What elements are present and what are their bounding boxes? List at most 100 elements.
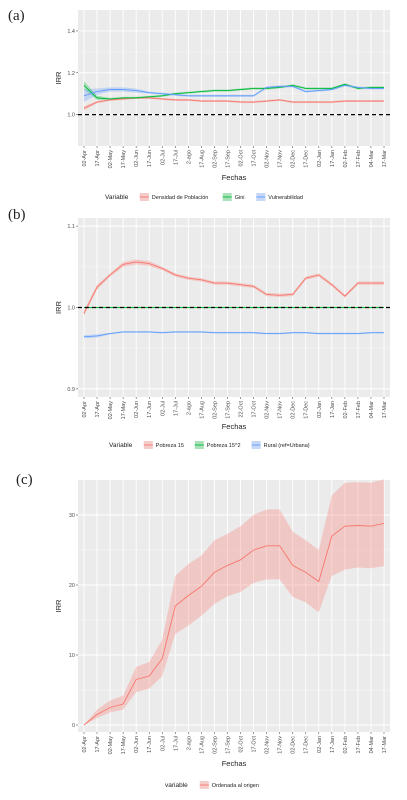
x-tick-label: 17-Feb (356, 150, 362, 167)
x-tick-label: 17-Nov (278, 736, 284, 754)
x-tick-label: 02-Dec (291, 150, 297, 168)
legend-title: Variable (109, 442, 133, 449)
legend: Variable Pobreza 15 Pobreza 15^2 Rural (ref… (109, 441, 310, 449)
x-tick-label: 17-Nov (278, 150, 284, 168)
x-tick-label: 17-Jun (147, 401, 153, 418)
x-tick-label: 17-Dec (304, 736, 310, 754)
legend-label: Vulnerabilidad (268, 195, 303, 201)
x-tick-label: 02-Dec (291, 736, 297, 754)
legend: variable Ordenada al origen (165, 781, 259, 789)
x-tick-label: 17-Aug (199, 401, 205, 419)
legend: Variable Densidad de Población Gini Vulnera… (105, 193, 303, 201)
y-axis-title: IRR (54, 300, 63, 314)
x-tick-label: 17-May (121, 736, 127, 755)
x-tick-label: 02-Apr (82, 736, 88, 753)
x-tick-label: 17-Aug (199, 150, 205, 168)
legend-title: Variable (105, 194, 129, 201)
y-tick-label: 30 (69, 513, 75, 519)
x-tick-label: 17-Feb (356, 401, 362, 418)
x-tick-label: 17-Mar (382, 150, 388, 168)
x-axis-title: Fechas (222, 759, 247, 768)
x-tick-label: 02-Jan (317, 401, 323, 418)
x-tick-label: 02-Apr (82, 401, 88, 418)
x-tick-label: 17-Jul (173, 401, 179, 416)
series-line (83, 84, 384, 97)
x-tick-label: 02-Nov (265, 736, 271, 754)
x-tick-label: 17-Aug (199, 736, 205, 754)
legend-label: Gini (235, 195, 245, 201)
y-tick-label: 1.1 (67, 224, 75, 230)
x-tick-label: 17-Jul (173, 736, 179, 751)
x-tick-label: 17-Sep (225, 736, 231, 754)
x-tick-label: 04-Mar (369, 150, 375, 168)
x-tick-label: 17-Sep (225, 401, 231, 419)
chart-panel-c: (c) 0 10 20 30 02-Apr 17-Apr 02-May 17-May 02-Jun… (16, 472, 390, 789)
x-tick-label: 17-Apr (95, 401, 101, 418)
legend-label: Ordenada al origen (212, 783, 259, 789)
x-tick-label: 02-Jul (160, 401, 166, 416)
x-tick-label: 2-ago (186, 150, 192, 164)
x-tick-label: 02-May (108, 736, 114, 755)
panel-label: (a) (8, 8, 25, 24)
legend-title: variable (165, 782, 188, 789)
x-tick-label: 02-Oct (239, 150, 245, 167)
y-tick-label: 1.0 (67, 113, 75, 119)
x-tick-label: 2-ago (186, 401, 192, 415)
x-tick-label: 02-Oct (239, 736, 245, 753)
x-tick-label: 17-Oct (252, 401, 258, 418)
y-tick-label: 1.4 (67, 29, 75, 35)
panel-label: (c) (16, 472, 33, 488)
x-tick-label: 04-Mar (369, 401, 375, 419)
x-tick-label: 02-Jun (134, 401, 140, 418)
x-tick-label: 02-Jul (160, 736, 166, 751)
x-tick-label: 02-May (108, 150, 114, 169)
x-tick-label: 17-Oct (252, 736, 258, 753)
y-axis-title: IRR (54, 599, 63, 613)
chart-panel-a: (a) 1.0 1.2 1.4 02-Apr 17-Apr 02-May 17-May 02-J… (8, 8, 390, 201)
x-tick-label: 17-Jul (173, 150, 179, 165)
x-tick-label: 17-Nov (278, 401, 284, 419)
chart-panel-b: (b) 0.9 1.0 1.1 02-Apr 17-Apr 02-May 17-May 02-J… (8, 207, 390, 449)
y-axis-title: IRR (54, 71, 63, 85)
x-tick-label: 02-Feb (343, 150, 349, 167)
x-tick-label: 17-Jun (147, 150, 153, 167)
x-tick-label: 17-Dec (304, 401, 310, 419)
x-tick-label: 02-Jul (160, 150, 166, 165)
x-axis-title: Fechas (222, 422, 247, 431)
series-line (83, 261, 384, 314)
confidence-band (84, 81, 384, 100)
x-tick-label: 02-Feb (343, 401, 349, 418)
x-tick-label: 02-Apr (82, 150, 88, 167)
panel-label: (b) (8, 207, 26, 223)
x-tick-label: 17-Jun (147, 736, 153, 753)
series-line (83, 331, 384, 338)
x-tick-label: 17-Jan (330, 150, 336, 167)
x-tick-label: 2-ago (186, 736, 192, 750)
x-tick-label: 17-Apr (95, 736, 101, 753)
x-tick-label: 02-Jan (317, 150, 323, 167)
confidence-band (84, 84, 384, 103)
x-tick-label: 22-Oct (239, 401, 245, 418)
x-tick-label: 02-Nov (265, 401, 271, 419)
x-tick-label: 02-Jan (317, 736, 323, 753)
x-tick-label: 04-Mar (369, 736, 375, 754)
x-tick-label: 17-May (121, 150, 127, 169)
series-line (83, 522, 385, 726)
x-tick-label: 17-Mar (382, 736, 388, 754)
x-axis-title: Fechas (222, 173, 247, 182)
x-tick-label: 17-Apr (95, 150, 101, 167)
x-tick-label: 17-Feb (356, 736, 362, 753)
x-tick-label: 02-Sep (212, 150, 218, 168)
x-tick-label: 02-Nov (265, 150, 271, 168)
x-tick-label: 17-Oct (252, 150, 258, 167)
legend-label: Pobreza 15^2 (207, 443, 241, 449)
y-tick-label: 0.9 (67, 387, 75, 393)
y-tick-label: 0 (72, 723, 75, 729)
legend-label: Rural (ref=Urbana) (264, 443, 310, 449)
x-tick-label: 02-Jun (134, 736, 140, 753)
x-tick-label: 17-Sep (225, 150, 231, 168)
series-line (83, 83, 384, 100)
x-tick-label: 02-Dec (291, 401, 297, 419)
x-tick-label: 17-May (121, 401, 127, 420)
